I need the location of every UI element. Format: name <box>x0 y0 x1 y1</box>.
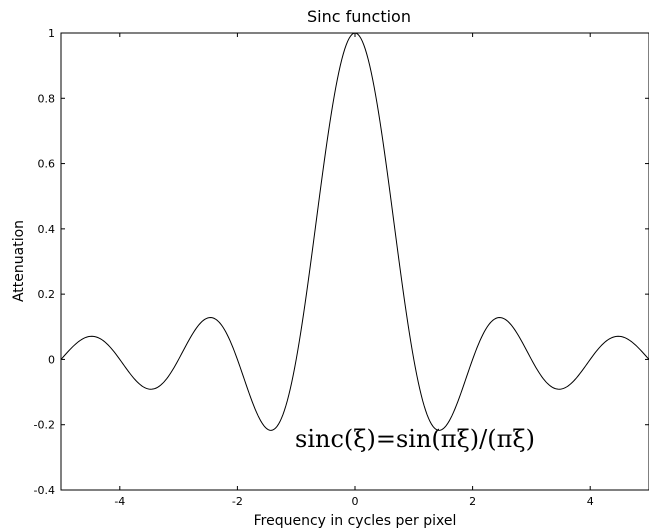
x-axis-label: Frequency in cycles per pixel <box>254 513 457 529</box>
y-tick-label: 0 <box>48 353 55 366</box>
y-tick-label: 0.6 <box>38 158 56 171</box>
y-tick-label: 0.4 <box>38 223 56 236</box>
y-axis: -0.4 -0.2 0 0.2 0.4 0.6 0.8 1 <box>34 27 649 497</box>
x-tick-label: 4 <box>587 495 594 508</box>
plot-area <box>60 32 649 491</box>
y-tick-label: 0.8 <box>38 92 56 105</box>
formula-annotation: sinc(ξ)=sin(πξ)/(πξ) <box>295 425 535 453</box>
series-line-sinc <box>60 32 649 431</box>
x-tick-label: -4 <box>114 495 125 508</box>
y-tick-label: 0.2 <box>38 288 56 301</box>
y-axis-label: Attenuation <box>11 220 27 302</box>
y-tick-label: -0.4 <box>34 484 55 497</box>
y-tick-label: -0.2 <box>34 419 55 432</box>
x-axis: -4 -2 0 2 4 <box>114 33 594 508</box>
y-tick-label: 1 <box>48 27 55 40</box>
x-tick-label: 2 <box>469 495 476 508</box>
x-tick-label: 0 <box>352 495 359 508</box>
axes-frame <box>60 32 649 491</box>
x-tick-label: -2 <box>232 495 243 508</box>
chart-title: Sinc function <box>307 7 411 26</box>
